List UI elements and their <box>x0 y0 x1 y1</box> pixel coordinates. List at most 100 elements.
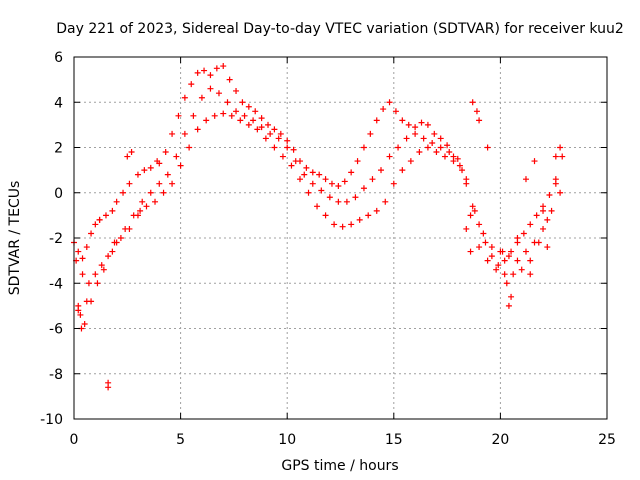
data-point <box>360 185 367 192</box>
data-point <box>403 135 410 142</box>
data-point <box>111 239 118 246</box>
data-point <box>514 257 521 264</box>
y-tick-label: -2 <box>49 231 63 247</box>
data-point <box>471 207 478 214</box>
data-point <box>198 94 205 101</box>
data-point <box>134 171 141 178</box>
data-point <box>484 144 491 151</box>
data-point <box>92 221 99 228</box>
data-point <box>213 65 220 72</box>
x-axis-label: GPS time / hours <box>281 458 398 474</box>
y-tick-label: -10 <box>40 412 63 428</box>
series-track-upper <box>71 63 566 269</box>
data-point <box>239 99 246 106</box>
data-point <box>548 207 555 214</box>
data-point <box>220 110 227 117</box>
data-point <box>360 144 367 151</box>
data-point <box>546 192 553 199</box>
data-point <box>405 121 412 128</box>
data-point <box>499 248 506 255</box>
y-tick-labels: -10 -8 -6 -4 -2 0 2 4 6 <box>40 50 63 428</box>
data-point <box>147 189 154 196</box>
data-point <box>484 257 491 264</box>
data-point <box>469 203 476 210</box>
series-scattered <box>75 99 564 391</box>
x-tick-label: 0 <box>70 432 79 448</box>
data-point <box>100 266 107 273</box>
data-point <box>241 112 248 119</box>
data-point <box>552 153 559 160</box>
data-point <box>399 117 406 124</box>
data-point <box>154 158 161 165</box>
data-point <box>380 106 387 113</box>
data-point <box>96 216 103 223</box>
data-point <box>378 167 385 174</box>
data-point <box>292 158 299 165</box>
data-point <box>514 235 521 241</box>
data-point <box>277 130 284 137</box>
axis-ticks <box>73 56 608 420</box>
data-point <box>348 169 355 176</box>
data-point <box>113 198 120 205</box>
data-point <box>407 158 414 165</box>
data-point <box>175 112 182 119</box>
data-point <box>105 379 112 386</box>
data-point <box>258 124 265 131</box>
data-point <box>476 244 483 251</box>
data-point <box>493 266 500 273</box>
data-point <box>305 189 312 196</box>
data-point <box>369 176 376 183</box>
data-point <box>552 180 559 187</box>
data-point <box>139 198 146 205</box>
data-point <box>352 194 359 201</box>
data-point <box>173 153 180 160</box>
data-point <box>454 155 461 162</box>
data-point <box>81 320 88 327</box>
y-tick-label: -4 <box>49 276 63 292</box>
data-point <box>533 212 540 219</box>
data-point <box>501 271 508 278</box>
data-point <box>480 230 487 237</box>
data-point <box>441 153 448 160</box>
data-point <box>335 198 342 205</box>
data-point <box>540 225 547 232</box>
data-point <box>309 169 316 176</box>
data-point <box>467 212 474 219</box>
y-tick-label: 0 <box>54 186 63 202</box>
data-point <box>328 180 335 187</box>
data-point <box>373 117 380 124</box>
data-point <box>186 144 193 151</box>
y-axis-label: SDTVAR / TECUs <box>7 181 23 296</box>
data-point <box>339 223 346 230</box>
data-point <box>288 162 295 169</box>
data-point <box>527 257 534 264</box>
data-point <box>226 76 233 83</box>
data-point <box>510 271 517 278</box>
data-point <box>540 207 547 214</box>
data-point <box>254 126 261 133</box>
data-point <box>522 176 529 183</box>
data-point <box>102 212 109 219</box>
data-point <box>559 153 566 160</box>
data-point <box>147 164 154 171</box>
data-point <box>412 130 419 137</box>
data-point <box>335 182 342 189</box>
data-point <box>390 180 397 187</box>
data-point <box>207 85 214 92</box>
data-point <box>473 108 480 115</box>
data-point <box>341 178 348 185</box>
data-point <box>316 171 323 178</box>
data-point <box>181 94 188 101</box>
data-point <box>194 69 201 76</box>
data-point <box>527 221 534 228</box>
data-point <box>79 271 86 278</box>
data-point <box>271 144 278 151</box>
data-point <box>233 108 240 115</box>
data-point <box>309 180 316 187</box>
data-point <box>88 230 95 237</box>
data-point <box>418 119 425 126</box>
y-tick-label: 2 <box>54 141 63 157</box>
data-point <box>429 139 436 146</box>
data-point <box>431 130 438 137</box>
data-point <box>220 63 227 70</box>
